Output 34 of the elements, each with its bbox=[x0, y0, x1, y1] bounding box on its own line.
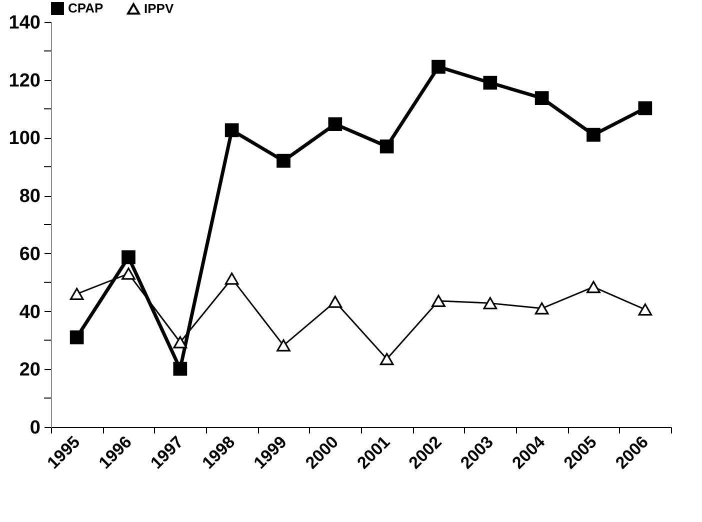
y-tick-label: 100 bbox=[8, 128, 40, 150]
point bbox=[432, 294, 446, 307]
point bbox=[483, 297, 498, 310]
point bbox=[483, 76, 498, 90]
point bbox=[432, 60, 446, 74]
point bbox=[224, 123, 239, 138]
point bbox=[122, 268, 136, 280]
point bbox=[122, 250, 136, 264]
y-tick-label: 140 bbox=[8, 12, 40, 34]
y-tick-label: 60 bbox=[19, 244, 40, 265]
point bbox=[638, 101, 652, 116]
point bbox=[328, 117, 342, 132]
point bbox=[276, 154, 290, 168]
y-tick-label: 120 bbox=[8, 70, 40, 92]
point bbox=[586, 128, 600, 142]
legend-label: CPAP bbox=[68, 0, 104, 16]
point bbox=[70, 330, 84, 344]
point bbox=[173, 336, 188, 348]
legend-label: IPPV bbox=[144, 0, 174, 16]
point bbox=[586, 280, 600, 294]
y-tick-label: 0 bbox=[30, 418, 40, 438]
point bbox=[638, 303, 652, 316]
point bbox=[534, 91, 549, 106]
y-tick-label: 20 bbox=[19, 360, 40, 381]
point bbox=[534, 302, 549, 314]
y-tick-label: 80 bbox=[19, 186, 40, 208]
point bbox=[380, 139, 394, 154]
point bbox=[70, 288, 84, 300]
point bbox=[276, 339, 290, 352]
point bbox=[224, 272, 239, 285]
point bbox=[380, 352, 394, 366]
point bbox=[328, 296, 342, 308]
y-tick-label: 40 bbox=[19, 302, 40, 323]
point bbox=[173, 362, 188, 376]
